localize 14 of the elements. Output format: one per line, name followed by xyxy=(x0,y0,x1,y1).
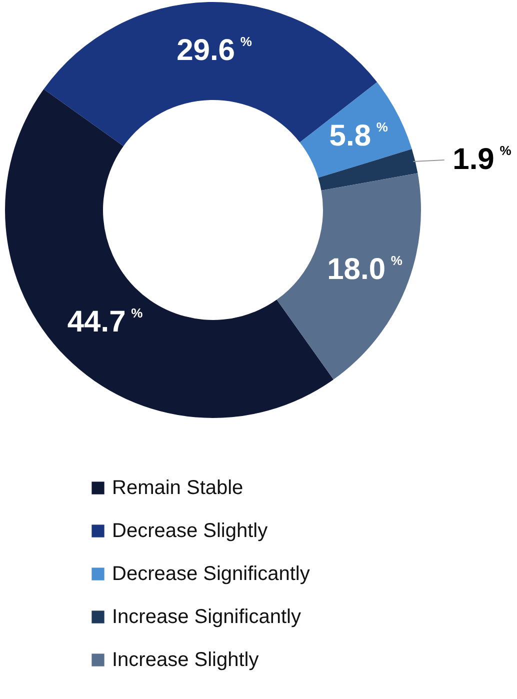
legend-label: Decrease Significantly xyxy=(112,563,310,585)
donut-slice xyxy=(44,2,378,146)
text: 29.6% xyxy=(176,34,252,68)
text: 18.0% xyxy=(327,253,402,286)
donut-slice xyxy=(276,173,421,380)
legend-label: Increase Slightly xyxy=(112,649,259,671)
legend-label: Remain Stable xyxy=(112,477,244,499)
donut-slice xyxy=(318,149,418,191)
legend-label: Decrease Slightly xyxy=(112,520,268,542)
text: 44.7% xyxy=(67,305,143,338)
legend-label: Increase Significantly xyxy=(112,606,301,628)
text: 5.8% xyxy=(329,120,388,153)
text: 1.9% xyxy=(452,142,512,176)
donut-slice xyxy=(300,82,412,178)
